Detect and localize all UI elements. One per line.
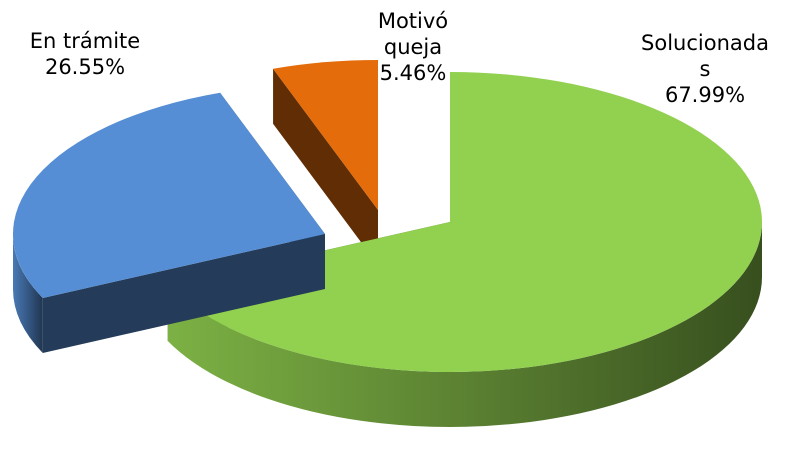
value-label: 5.46% [379, 61, 447, 85]
value-label: 26.55% [44, 55, 126, 79]
slice-cut-face [42, 234, 325, 353]
category-name: En trámite [29, 29, 141, 53]
category-name: Motivó queja [377, 9, 449, 59]
slice-cut-face [273, 68, 378, 265]
slice-side [167, 222, 763, 427]
slice-side [13, 234, 43, 353]
data-label: Solucionadas 67.99% [640, 30, 770, 108]
data-label: Motivó queja 5.46% [372, 8, 454, 86]
slice-top [167, 72, 763, 373]
category-name: Solucionadas [641, 31, 769, 81]
value-label: 67.99% [664, 83, 746, 107]
data-label: En trámite 26.55% [10, 28, 160, 80]
slice-top [12, 92, 325, 298]
slice [273, 60, 378, 265]
slice-top [273, 60, 378, 210]
slice [12, 92, 325, 353]
